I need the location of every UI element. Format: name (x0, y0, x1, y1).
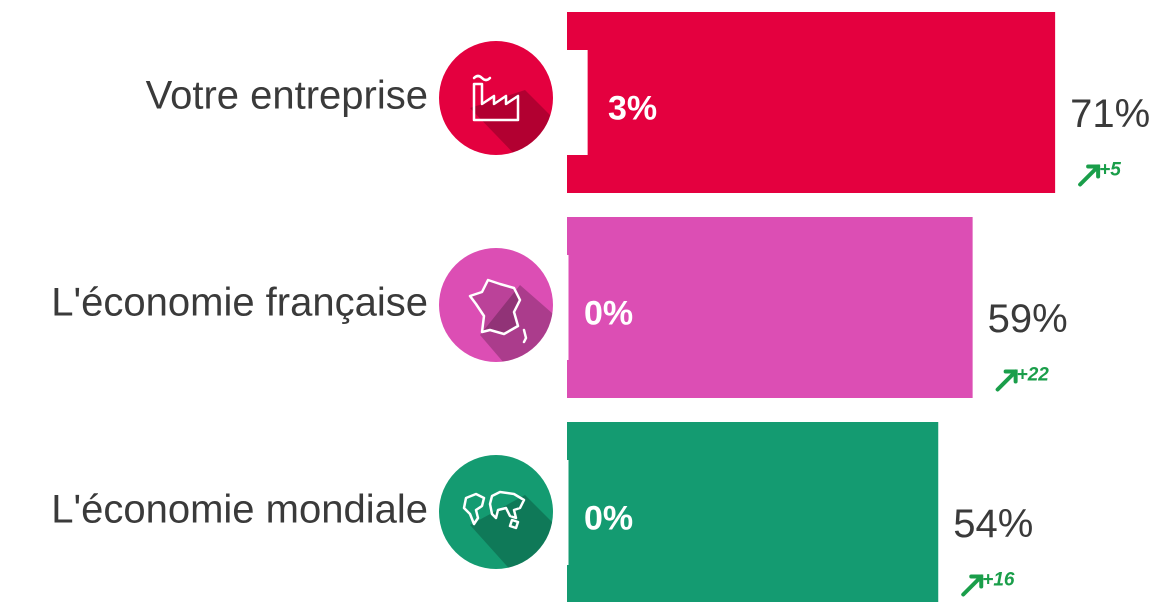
value-label: 54% (953, 502, 1033, 546)
change-label: +22 (1017, 365, 1050, 386)
marks: Votre entreprise 3% 71% +5 L'économie frança… (51, 12, 1150, 602)
inner-bar (567, 255, 569, 360)
inner-label: 0% (584, 294, 633, 332)
bar (567, 217, 973, 398)
value-label: 59% (988, 297, 1068, 341)
bar (567, 12, 1056, 193)
category-label: Votre entreprise (146, 74, 428, 118)
inner-bar (567, 460, 569, 565)
category-label: L'économie mondiale (51, 488, 428, 532)
category-label: L'économie française (51, 281, 428, 325)
change-arrow (961, 574, 984, 597)
value-label: 71% (1070, 92, 1150, 136)
world-icon (462, 490, 526, 530)
bar (567, 422, 939, 602)
inner-label: 3% (608, 89, 657, 127)
inner-bar (567, 50, 588, 155)
factory-icon (472, 74, 520, 122)
icon-circle (439, 455, 553, 569)
icon-circle (439, 41, 553, 155)
change-arrow (1078, 164, 1101, 187)
france-icon (468, 278, 528, 344)
change-label: +16 (982, 570, 1015, 591)
change-label: +5 (1099, 160, 1121, 181)
change-arrow (995, 369, 1018, 392)
inner-label: 0% (584, 499, 633, 537)
